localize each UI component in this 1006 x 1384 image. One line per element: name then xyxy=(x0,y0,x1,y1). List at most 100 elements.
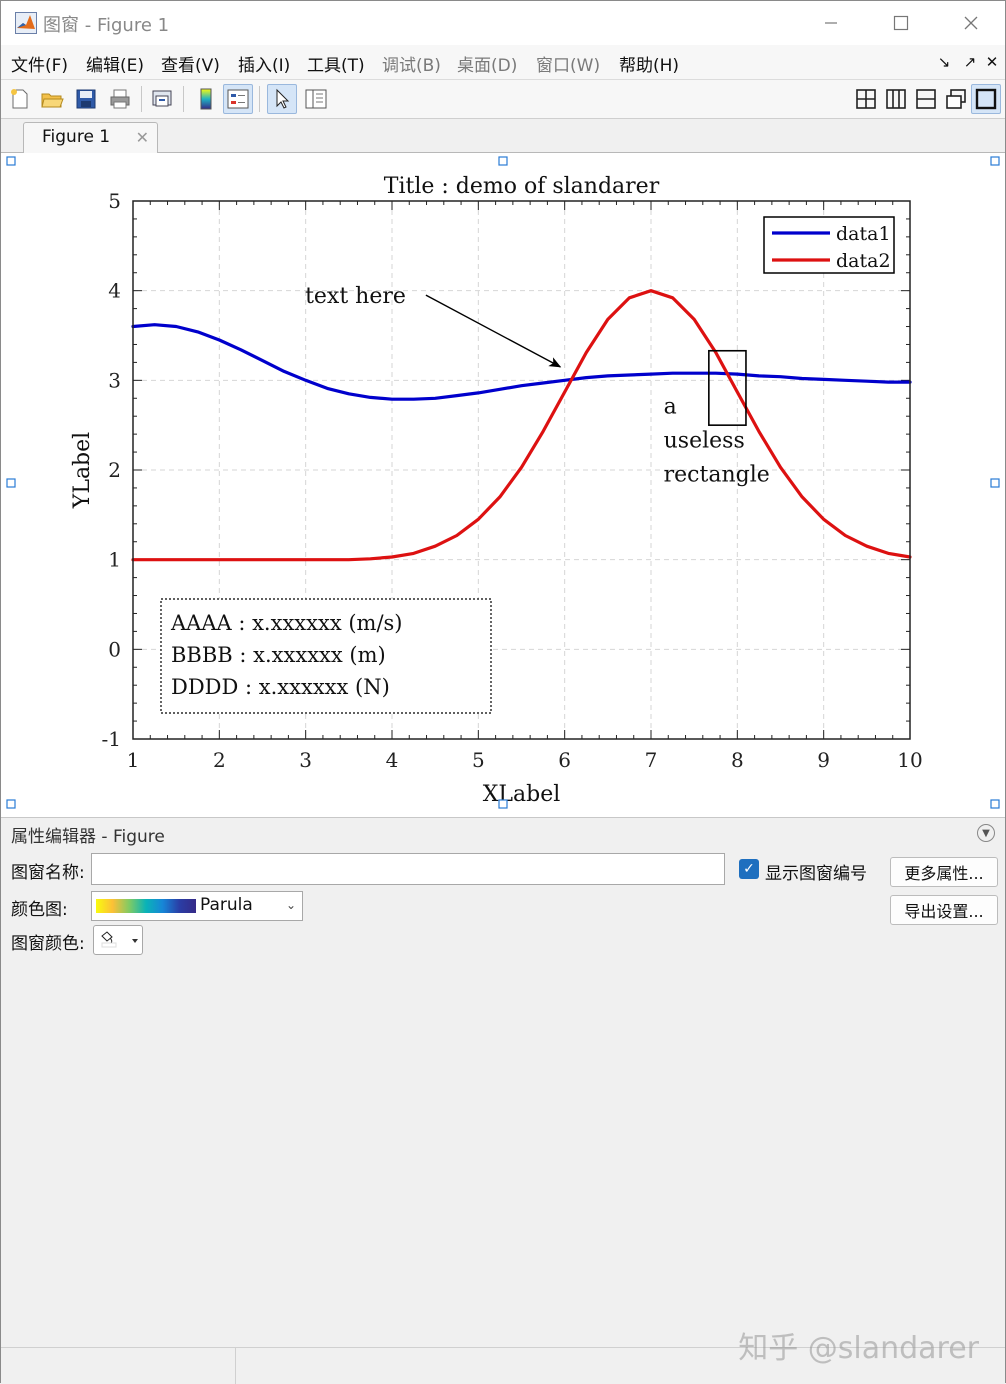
collapse-icon[interactable]: ▼ xyxy=(977,824,995,842)
y-tick-label: 4 xyxy=(108,279,121,303)
menu-tools[interactable]: 工具(T) xyxy=(307,56,365,76)
menu-desktop[interactable]: 桌面(D) xyxy=(457,56,518,76)
figure-toolbar xyxy=(1,79,1005,119)
save-button[interactable] xyxy=(71,84,101,114)
selection-handle xyxy=(6,478,16,488)
selection-handle xyxy=(990,156,1000,166)
float-icon xyxy=(946,89,966,109)
close-figure-icon[interactable]: ✕ xyxy=(985,53,999,71)
link-plot-icon xyxy=(152,90,172,107)
x-tick-label: 5 xyxy=(472,748,485,772)
float-button[interactable] xyxy=(941,84,971,114)
link-plot-button[interactable] xyxy=(147,84,177,114)
insert-legend-button[interactable] xyxy=(223,84,253,114)
print-button[interactable] xyxy=(105,84,135,114)
menu-window[interactable]: 窗口(W) xyxy=(536,56,601,76)
show-number-label: 显示图窗编号 xyxy=(765,864,867,884)
y-tick-label: 0 xyxy=(108,637,121,661)
selection-handle xyxy=(498,156,508,166)
property-inspector-icon xyxy=(305,89,327,109)
edit-plot-icon xyxy=(276,88,290,109)
selection-handle xyxy=(498,799,508,809)
status-bar xyxy=(1,1347,1005,1384)
figure-canvas[interactable]: 1 2 3 4 5 6 7 8 9 10 -1 0 1 2 3 4 5 Title : demo of sland… xyxy=(1,153,1005,817)
status-divider xyxy=(235,1348,236,1384)
colormap-swatch xyxy=(96,899,196,913)
maximize-layout-button[interactable] xyxy=(971,84,1001,114)
menu-view[interactable]: 查看(V) xyxy=(161,56,220,76)
tile-top-bottom-button[interactable] xyxy=(911,84,941,114)
tile-grid-icon xyxy=(856,89,876,109)
show-number-checkbox[interactable]: ✓ xyxy=(739,859,759,879)
figure-color-label: 图窗颜色: xyxy=(11,934,85,954)
x-tick-label: 8 xyxy=(731,748,744,772)
menu-bar: 文件(F) 编辑(E) 查看(V) 插入(I) 工具(T) 调试(B) 桌面(D… xyxy=(1,45,1005,79)
paint-bucket-icon xyxy=(101,931,138,948)
x-tick-label: 10 xyxy=(897,748,922,772)
selection-handle xyxy=(6,156,16,166)
tab-label: Figure 1 xyxy=(42,127,111,147)
menu-file[interactable]: 文件(F) xyxy=(11,56,69,76)
property-editor-title: 属性编辑器 - Figure xyxy=(11,827,165,847)
figure-name-input[interactable] xyxy=(91,853,725,885)
maximize-button[interactable] xyxy=(879,7,923,39)
figure-color-button[interactable] xyxy=(93,925,143,955)
textbox-line: BBBB : x.xxxxxx (m) xyxy=(171,643,386,667)
colormap-select[interactable]: Parula ⌄ xyxy=(91,891,303,921)
rectangle-annotation-text: a xyxy=(664,394,677,419)
open-file-button[interactable] xyxy=(37,84,67,114)
selection-handle xyxy=(990,478,1000,488)
x-tick-label: 9 xyxy=(817,748,830,772)
export-setup-button[interactable]: 导出设置... xyxy=(890,895,998,925)
legend-label-data2: data2 xyxy=(836,250,891,272)
menu-debug[interactable]: 调试(B) xyxy=(382,56,441,76)
textbox-line: DDDD : x.xxxxxx (N) xyxy=(171,675,390,699)
property-editor: 图窗名称: ✓ 显示图窗编号 更多属性... 导出设置... 颜色图: Paru… xyxy=(1,847,1005,1347)
legend-box xyxy=(763,216,895,274)
colormap-label: 颜色图: xyxy=(11,900,68,920)
more-properties-button[interactable]: 更多属性... xyxy=(890,857,998,887)
tile-top-bottom-icon xyxy=(916,89,936,109)
tile-left-right-button[interactable] xyxy=(881,84,911,114)
annotation-rectangle xyxy=(708,349,747,426)
x-tick-label: 4 xyxy=(386,748,399,772)
rectangle-annotation-text: useless xyxy=(664,428,745,453)
tab-figure-1[interactable]: Figure 1 ✕ xyxy=(23,122,158,154)
window-title: 图窗 - Figure 1 xyxy=(43,15,170,36)
y-tick-label: -1 xyxy=(102,727,121,751)
y-tick-label: 2 xyxy=(108,458,121,482)
rectangle-annotation-text: rectangle xyxy=(664,462,770,487)
tab-close-icon[interactable]: ✕ xyxy=(135,128,149,147)
x-tick-label: 3 xyxy=(299,748,312,772)
undock-icon[interactable]: ↗ xyxy=(963,53,977,71)
series-line-data1 xyxy=(131,323,912,401)
edit-plot-button[interactable] xyxy=(267,84,297,114)
legend-label-data1: data1 xyxy=(836,223,891,245)
series-line-data2 xyxy=(131,289,912,562)
menu-edit[interactable]: 编辑(E) xyxy=(86,56,145,76)
minimize-button[interactable] xyxy=(809,7,853,39)
chart-title: Title : demo of slandarer xyxy=(384,174,660,199)
tile-grid-button[interactable] xyxy=(851,84,881,114)
menu-insert[interactable]: 插入(I) xyxy=(238,56,291,76)
new-figure-icon xyxy=(11,89,28,109)
axes-box xyxy=(132,200,911,740)
axes[interactable]: 1 2 3 4 5 6 7 8 9 10 -1 0 1 2 3 4 5 Title : demo of sland… xyxy=(1,153,1005,817)
close-button[interactable] xyxy=(949,7,993,39)
maximize-icon xyxy=(893,15,909,31)
textbox-line: AAAA : x.xxxxxx (m/s) xyxy=(170,611,403,635)
toolbar-separator xyxy=(183,86,184,112)
y-axis-label: YLabel xyxy=(70,432,95,509)
tile-left-right-icon xyxy=(886,89,906,109)
insert-colorbar-button[interactable] xyxy=(191,84,221,114)
property-inspector-button[interactable] xyxy=(301,84,331,114)
dock-icon[interactable]: ↘ xyxy=(937,53,951,71)
y-tick-label: 1 xyxy=(108,548,121,572)
insert-legend-icon xyxy=(227,89,249,109)
menu-help[interactable]: 帮助(H) xyxy=(619,56,680,76)
new-figure-button[interactable] xyxy=(5,84,35,114)
save-icon xyxy=(76,89,96,109)
insert-colorbar-icon xyxy=(200,88,212,110)
chevron-down-icon: ⌄ xyxy=(285,898,296,912)
